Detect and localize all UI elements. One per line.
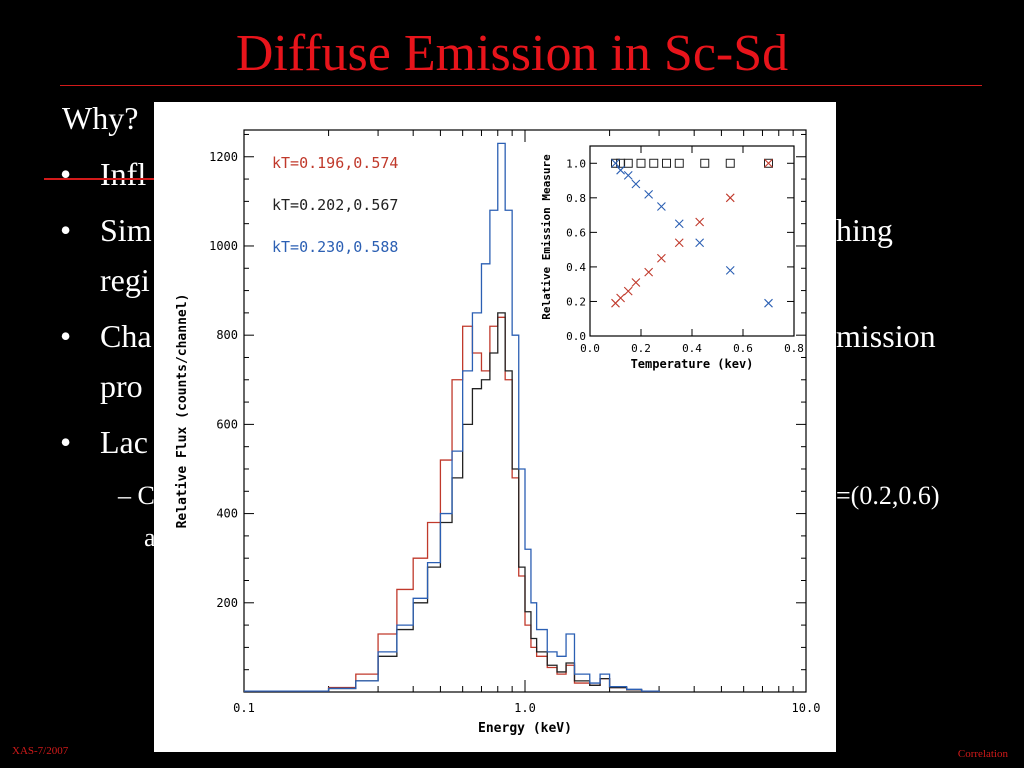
inset-x-point-2 (657, 253, 666, 263)
footer-section: Correlation (957, 748, 1008, 760)
inset-x-point-1 (695, 238, 705, 248)
inset-x-point-2 (616, 293, 625, 303)
bullet-text: regi (100, 262, 150, 298)
inset-square-point (725, 158, 735, 168)
x-tick-label: 10.0 (792, 701, 821, 715)
inset-y-tick-label: 0.8 (566, 192, 586, 205)
bullet-text: mission (836, 318, 936, 354)
bullet-marker: • (60, 424, 72, 460)
inset-x-point-1 (764, 298, 773, 308)
inset-y-tick-label: 0.2 (566, 295, 586, 308)
title-divider (60, 85, 982, 86)
inset-x-tick-label: 0.8 (784, 342, 804, 355)
sub-bullet-text: a (144, 523, 156, 552)
inset-square-point (649, 158, 659, 168)
bullet-text: Infl (100, 156, 147, 192)
inset-x-point-2 (623, 286, 633, 296)
sub-bullet-text: =(0.2,0.6) (836, 481, 940, 510)
inset-plot: 0.0 0.2 0.4 0.6 0.8 1.0 0.0 0.2 0.4 0.6 0.8 Tempera… (540, 145, 804, 371)
inset-square-point (662, 158, 671, 168)
x-axis-title: Energy (keV) (478, 721, 572, 736)
y-tick-label: 400 (216, 507, 238, 521)
sub-bullet-text: – C (118, 481, 155, 510)
legend-label-3: kT=0.230,0.588 (272, 238, 398, 256)
y-axis-title: Relative Flux (counts/channel) (175, 294, 190, 529)
legend-label-2: kT=0.202,0.567 (272, 196, 398, 214)
inset-x-point-2 (725, 193, 735, 203)
bullet-text: Sim (100, 212, 152, 248)
spectrum-line-3 (244, 142, 660, 692)
x-tick-label: 1.0 (514, 701, 536, 715)
footer-date: XAS-7/2007 (12, 745, 69, 757)
inset-square-point (636, 158, 646, 168)
y-tick-label: 1200 (209, 150, 238, 164)
red-strike-line (44, 178, 156, 180)
inset-square-point (764, 158, 773, 168)
inset-square-point (700, 158, 710, 168)
inset-x-point-2 (631, 278, 641, 287)
inset-x-point-2 (764, 158, 773, 168)
y-tick-label: 800 (216, 328, 238, 342)
inset-y-tick-label: 0.6 (566, 226, 586, 239)
inset-x-tick-label: 0.6 (733, 342, 753, 355)
inset-square-point (674, 158, 684, 168)
bullet-text: Cha (100, 318, 152, 354)
bullet-marker: • (60, 156, 72, 192)
inset-x-point-2 (695, 217, 705, 227)
inset-x-point-1 (657, 202, 666, 211)
inset-x-point-1 (631, 179, 641, 189)
inset-y-tick-label: 1.0 (566, 157, 586, 170)
inset-x-tick-label: 0.0 (580, 342, 600, 355)
spectrum-figure: 200 400 600 800 1000 1200 0.1 1.0 10.0 Energy (ke… (154, 102, 836, 752)
inset-square-point (623, 158, 633, 168)
inset-x-point-1 (725, 265, 735, 275)
inset-x-point-2 (644, 267, 654, 277)
slide-title: Diffuse Emission in Sc-Sd (235, 25, 789, 82)
inset-x-point-1 (611, 158, 620, 168)
bullet-text: Lac (100, 424, 148, 460)
y-tick-label: 600 (216, 417, 238, 431)
inset-x-point-1 (644, 189, 654, 199)
bullet-text: pro (100, 368, 143, 404)
inset-x-point-2 (674, 238, 684, 248)
why-heading: Why? (62, 100, 139, 136)
inset-x-point-1 (674, 219, 684, 229)
inset-square-point (611, 158, 620, 168)
inset-y-axis-title: Relative Emission Measure (540, 154, 553, 320)
inset-x-point-1 (616, 165, 625, 175)
inset-frame (589, 145, 795, 337)
inset-x-point-1 (623, 170, 633, 180)
y-tick-label: 200 (216, 596, 238, 610)
bullet-text: hing (836, 212, 893, 248)
legend-label-1: kT=0.196,0.574 (272, 154, 398, 172)
bullet-marker: • (60, 212, 72, 248)
inset-x-axis-title: Temperature (kev) (631, 357, 754, 371)
main-plot: 200 400 600 800 1000 1200 0.1 1.0 10.0 Energy (ke… (175, 129, 821, 736)
x-tick-label: 0.1 (233, 701, 255, 715)
bullet-marker: • (60, 318, 72, 354)
inset-x-tick-label: 0.2 (631, 342, 651, 355)
y-tick-label: 1000 (209, 239, 238, 253)
spectrum-plot: 200 400 600 800 1000 1200 0.1 1.0 10.0 Energy (ke… (175, 129, 821, 736)
inset-y-tick-label: 0.4 (566, 261, 586, 274)
inset-x-tick-label: 0.4 (682, 342, 702, 355)
inset-y-tick-label: 0.0 (566, 330, 586, 343)
